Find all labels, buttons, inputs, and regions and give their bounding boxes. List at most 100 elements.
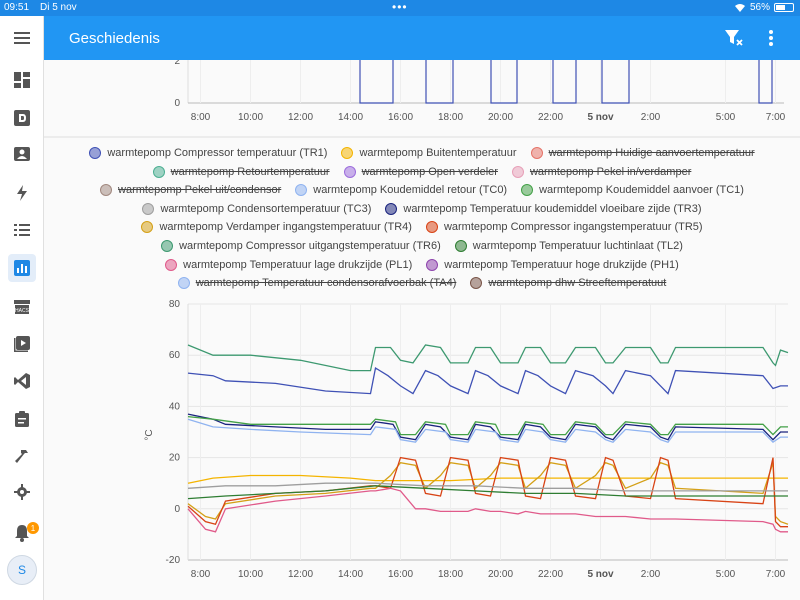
legend-item[interactable]: warmtepomp Koudemiddel retour (TC0) xyxy=(295,181,507,199)
timeline-xtick: 2:00 xyxy=(641,112,661,123)
dashboard-icon xyxy=(14,72,30,88)
timeline-xtick: 10:00 xyxy=(238,112,263,123)
legend-item[interactable]: warmtepomp Koudemiddel aanvoer (TC1) xyxy=(521,181,744,199)
legend-row: warmtepomp Verdamper ingangstemperatuur … xyxy=(44,218,800,236)
chart-series-line[interactable] xyxy=(187,482,788,492)
chart-series-line[interactable] xyxy=(187,418,788,444)
legend-label: warmtepomp Huidige aanvoertemperatuur xyxy=(548,147,755,159)
chart-series-line[interactable] xyxy=(187,487,788,533)
avatar[interactable]: S xyxy=(7,555,37,585)
chart-series-line[interactable] xyxy=(187,366,788,395)
legend-item[interactable]: warmtepomp Compressor temperatuur (TR1) xyxy=(89,144,327,162)
filter-clear-button[interactable] xyxy=(724,28,744,53)
legend-item[interactable]: warmtepomp Retourtemperatuur xyxy=(152,163,330,181)
sidebar-item-d-panel[interactable] xyxy=(8,104,36,132)
legend-swatch xyxy=(89,147,102,159)
legend-item[interactable]: warmtepomp Buitentemperatuur xyxy=(341,144,517,162)
chart-series-line[interactable] xyxy=(187,344,789,372)
sidebar-item-todo[interactable] xyxy=(8,405,36,433)
chart-ylabel: °C xyxy=(144,429,155,440)
chart-series-line[interactable] xyxy=(187,485,788,500)
legend-item[interactable]: warmtepomp Temperatuur hoge drukzijde (P… xyxy=(426,256,679,274)
timeline-xtick: 16:00 xyxy=(388,112,413,123)
sidebar-item-media[interactable] xyxy=(8,330,36,358)
legend-label: warmtepomp dhw Streeftemperatuut xyxy=(488,277,667,290)
multitask-dots-icon[interactable]: ••• xyxy=(392,0,408,14)
legend-row: warmtepomp Compressor temperatuur (TR1) w… xyxy=(44,144,800,162)
legend-label: warmtepomp Temperatuur condensorafvoerba… xyxy=(195,277,457,290)
temperature-line-chart: 80 60 40 20 0 -20 °C 8:00 10:00 12:00 14:00 16:00… xyxy=(144,300,789,580)
vscode-icon xyxy=(14,373,30,389)
lightning-icon xyxy=(17,185,27,201)
legend-swatch xyxy=(343,165,356,178)
chart-xtick: 18:00 xyxy=(438,569,463,580)
timeline-ytick-0: 0 xyxy=(174,98,180,109)
chart-xtick: 16:00 xyxy=(388,569,413,580)
legend-item[interactable]: warmtepomp Compressor ingangstemperatuur… xyxy=(425,218,703,236)
app-header: Geschiedenis xyxy=(44,16,800,60)
notifications-button[interactable] xyxy=(8,519,36,547)
chart-xtick: 22:00 xyxy=(538,569,563,580)
legend-swatch xyxy=(142,202,155,215)
sidebar-item-developer-tools[interactable] xyxy=(8,442,36,470)
chart-bar-icon xyxy=(14,260,30,276)
legend-item[interactable]: warmtepomp Temperatuur condensorafvoerba… xyxy=(177,274,457,292)
legend-item[interactable]: warmtepomp Huidige aanvoertemperatuur xyxy=(530,144,755,162)
sidebar-item-vscode[interactable] xyxy=(8,367,36,395)
list-icon xyxy=(14,224,30,236)
sidebar-item-logbook[interactable] xyxy=(8,216,36,244)
legend-item[interactable]: warmtepomp Open verdeler xyxy=(343,163,498,181)
legend-item[interactable]: warmtepomp Temperatuur luchtinlaat (TL2) xyxy=(454,237,683,255)
chart-series-line[interactable] xyxy=(187,413,788,441)
legend-label: warmtepomp Compressor uitgangstemperatuu… xyxy=(179,240,441,252)
legend-item[interactable]: warmtepomp Verdamper ingangstemperatuur … xyxy=(141,218,412,236)
account-box-icon xyxy=(14,147,30,161)
legend-swatch xyxy=(470,277,483,290)
status-date: Di 5 nov xyxy=(40,2,77,13)
sidebar-item-hacs[interactable]: HACS xyxy=(8,293,36,321)
legend-item[interactable]: warmtepomp Pekel uit/condensor xyxy=(100,181,281,199)
legend-swatch xyxy=(161,240,174,252)
legend-item[interactable]: warmtepomp Condensortemperatuur (TC3) xyxy=(142,200,371,218)
chart-ytick: 40 xyxy=(169,401,181,412)
cog-icon xyxy=(14,484,30,500)
history-content: 2 0 8:00 10:00 12:00 14:00 16:00 18:00 20:00 22… xyxy=(44,60,800,600)
timeline-chart: 2 0 8:00 10:00 12:00 14:00 16:00 18:00 20:00 22… xyxy=(44,60,800,138)
sidebar-item-menu[interactable] xyxy=(8,24,36,52)
sidebar-item-energy[interactable] xyxy=(8,179,36,207)
timeline-ytick-2: 2 xyxy=(174,60,180,67)
sidebar-item-overview[interactable] xyxy=(8,66,36,94)
chart-ytick: 20 xyxy=(169,453,181,464)
legend-label: warmtepomp Condensortemperatuur (TC3) xyxy=(160,202,372,215)
legend-item[interactable]: warmtepomp Temperatuur koudemiddel vloei… xyxy=(385,200,702,218)
sidebar-item-settings[interactable] xyxy=(8,478,36,506)
menu-icon xyxy=(14,32,30,44)
sidebar-item-person-panel[interactable] xyxy=(8,141,36,169)
timeline-xtick: 18:00 xyxy=(438,112,463,123)
legend-label: warmtepomp Compressor temperatuur (TR1) xyxy=(107,147,328,159)
legend-item[interactable]: warmtepomp Pekel in/verdamper xyxy=(511,163,691,181)
chart-ytick: 60 xyxy=(169,350,181,361)
legend-swatch xyxy=(177,277,190,290)
legend-item[interactable]: warmtepomp Temperatuur lage drukzijde (P… xyxy=(165,256,412,274)
legend-label: warmtepomp Buitentemperatuur xyxy=(359,147,517,159)
chart-series-line[interactable] xyxy=(187,461,789,525)
legend-swatch xyxy=(454,240,467,252)
chart-xtick: 20:00 xyxy=(488,569,513,580)
bell-icon xyxy=(15,525,29,542)
legend-label: warmtepomp Temperatuur koudemiddel vloei… xyxy=(403,202,702,215)
legend-label: warmtepomp Verdamper ingangstemperatuur … xyxy=(159,221,412,234)
legend-item[interactable]: warmtepomp dhw Streeftemperatuut xyxy=(470,274,666,292)
chart-series-line[interactable] xyxy=(187,415,788,436)
sidebar: HACS 1 S xyxy=(0,16,44,600)
more-options-button[interactable] xyxy=(762,28,780,53)
timeline-xtick: 20:00 xyxy=(488,112,513,123)
legend-row: warmtepomp Temperatuur condensorafvoerba… xyxy=(44,274,800,292)
chart-xtick: 8:00 xyxy=(191,569,211,580)
legend-swatch xyxy=(165,258,178,271)
page-title: Geschiedenis xyxy=(69,30,160,47)
sidebar-item-history[interactable] xyxy=(8,254,36,282)
chart-series-line[interactable] xyxy=(187,474,788,484)
more-vert-icon xyxy=(769,30,773,46)
legend-item[interactable]: warmtepomp Compressor uitgangstemperatuu… xyxy=(161,237,441,255)
